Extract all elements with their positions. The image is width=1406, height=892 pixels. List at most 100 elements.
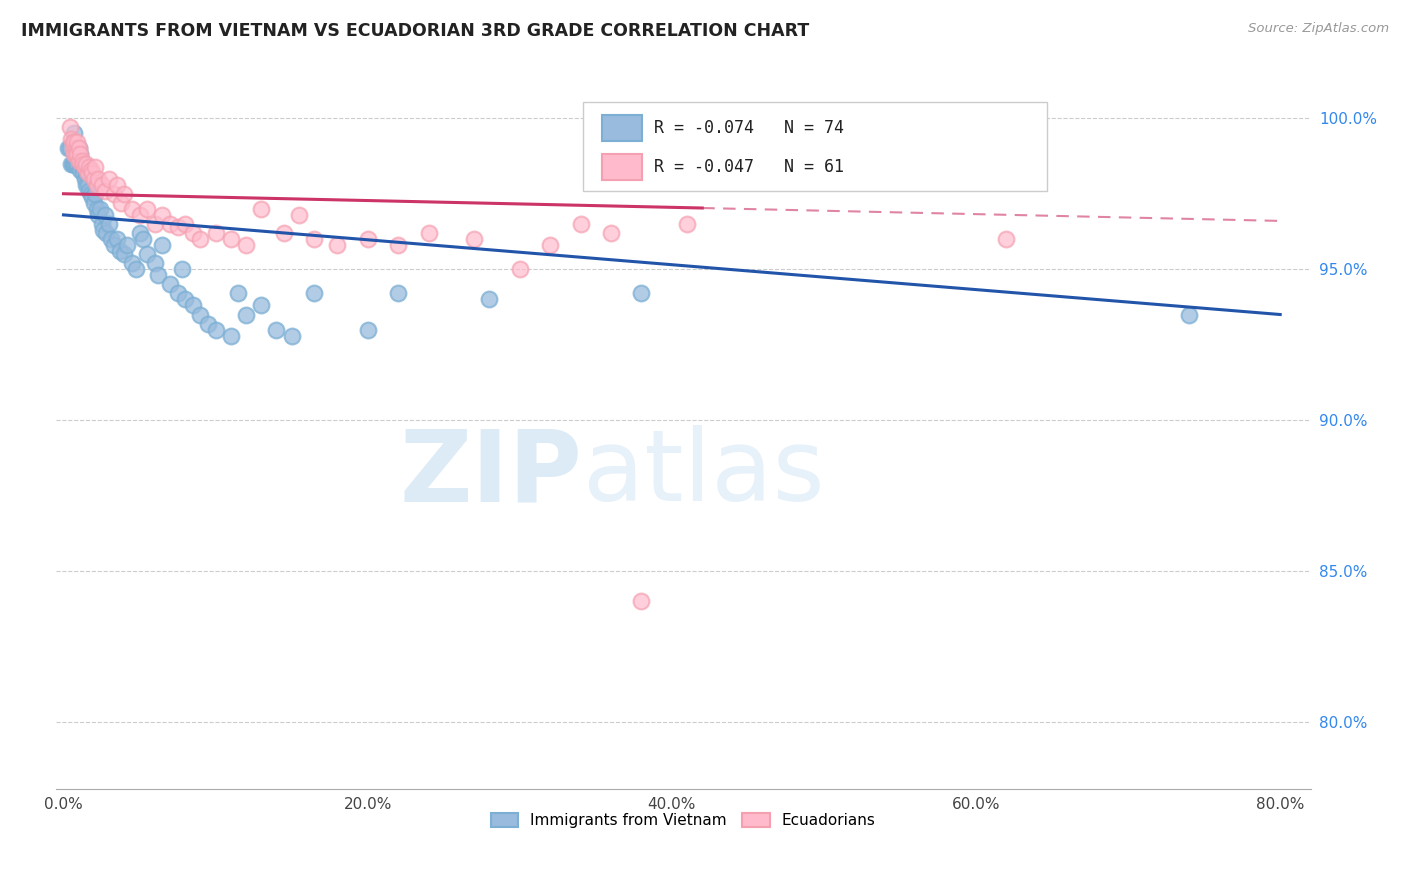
Point	[66, 147, 89, 161]
Point	[219, 328, 242, 343]
Point	[62, 136, 84, 150]
Point	[72, 166, 94, 180]
Point	[121, 256, 143, 270]
Point	[166, 286, 188, 301]
Text: R = -0.047   N = 61: R = -0.047 N = 61	[654, 158, 845, 176]
Point	[87, 208, 110, 222]
Point	[174, 293, 197, 307]
Point	[146, 268, 169, 283]
Point	[150, 238, 173, 252]
Point	[235, 238, 257, 252]
Point	[65, 156, 87, 170]
Point	[86, 202, 108, 216]
Point	[66, 147, 89, 161]
Point	[463, 232, 485, 246]
Point	[110, 195, 132, 210]
Point	[387, 238, 409, 252]
Point	[62, 156, 84, 170]
Point	[172, 262, 194, 277]
Point	[60, 156, 83, 170]
Point	[136, 202, 159, 216]
Point	[190, 308, 212, 322]
Point	[63, 141, 86, 155]
Text: ZIP: ZIP	[399, 425, 583, 522]
Point	[159, 277, 181, 292]
Point	[418, 226, 440, 240]
Point	[125, 262, 148, 277]
Point	[84, 160, 107, 174]
Point	[250, 298, 273, 312]
Point	[250, 202, 273, 216]
Point	[181, 226, 204, 240]
Point	[58, 120, 80, 135]
Point	[1178, 308, 1201, 322]
Point	[83, 195, 105, 210]
Point	[995, 232, 1018, 246]
Point	[569, 217, 592, 231]
Point	[83, 171, 105, 186]
Point	[75, 166, 97, 180]
Point	[70, 156, 93, 170]
Point	[65, 141, 87, 155]
Point	[103, 186, 125, 201]
Point	[304, 232, 326, 246]
Point	[121, 202, 143, 216]
Point	[538, 238, 561, 252]
Point	[190, 232, 212, 246]
Point	[67, 153, 90, 168]
Point	[630, 286, 652, 301]
Point	[676, 217, 699, 231]
Point	[69, 162, 91, 177]
Point	[76, 178, 98, 192]
Point	[82, 190, 104, 204]
Point	[304, 286, 326, 301]
Point	[103, 238, 125, 252]
Point	[65, 147, 87, 161]
Point	[67, 141, 90, 155]
Point	[105, 232, 128, 246]
Legend: Immigrants from Vietnam, Ecuadorians: Immigrants from Vietnam, Ecuadorians	[485, 807, 882, 835]
Point	[75, 178, 97, 192]
Point	[131, 232, 153, 246]
Point	[87, 171, 110, 186]
Point	[273, 226, 295, 240]
Point	[204, 226, 226, 240]
Point	[80, 186, 103, 201]
Point	[128, 208, 150, 222]
FancyBboxPatch shape	[583, 102, 1047, 191]
Point	[197, 317, 219, 331]
Point	[228, 286, 250, 301]
Point	[128, 226, 150, 240]
Point	[326, 238, 349, 252]
FancyBboxPatch shape	[602, 154, 643, 180]
Point	[75, 156, 97, 170]
Point	[288, 208, 311, 222]
Point	[73, 171, 96, 186]
Point	[94, 226, 117, 240]
Point	[509, 262, 531, 277]
Point	[630, 594, 652, 608]
Point	[66, 156, 89, 170]
Point	[67, 151, 90, 165]
Point	[63, 147, 86, 161]
Point	[63, 156, 86, 170]
Point	[69, 147, 91, 161]
Point	[58, 141, 80, 155]
Point	[89, 202, 111, 216]
Text: IMMIGRANTS FROM VIETNAM VS ECUADORIAN 3RD GRADE CORRELATION CHART: IMMIGRANTS FROM VIETNAM VS ECUADORIAN 3R…	[21, 22, 810, 40]
Point	[79, 160, 101, 174]
Point	[98, 217, 121, 231]
Point	[66, 141, 89, 155]
Point	[91, 223, 114, 237]
Point	[112, 247, 135, 261]
Point	[73, 160, 96, 174]
Point	[235, 308, 257, 322]
Point	[72, 156, 94, 170]
Point	[86, 178, 108, 192]
Point	[79, 184, 101, 198]
Point	[63, 136, 86, 150]
Text: atlas: atlas	[583, 425, 824, 522]
Point	[84, 186, 107, 201]
Point	[66, 136, 89, 150]
Point	[67, 141, 90, 155]
